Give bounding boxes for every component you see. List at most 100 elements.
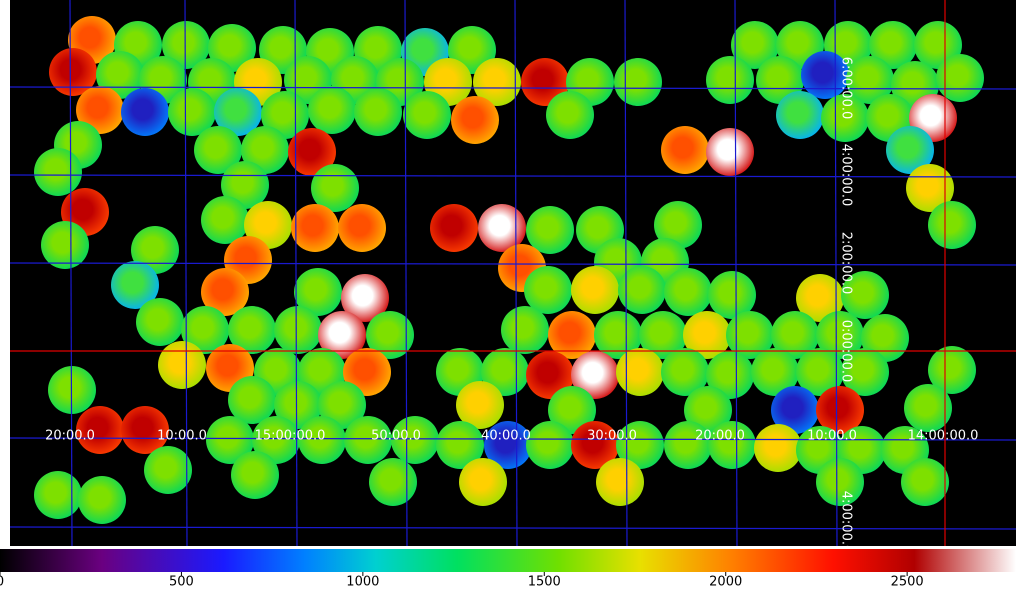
field (391, 416, 439, 464)
field (706, 56, 754, 104)
field (869, 21, 917, 69)
field (181, 306, 229, 354)
colorbar-label: 2500 (891, 575, 924, 590)
field (451, 96, 499, 144)
field (618, 266, 666, 314)
colorbar-label: 500 (169, 575, 194, 590)
field (366, 311, 414, 359)
field (34, 471, 82, 519)
field (168, 88, 216, 136)
field (34, 148, 82, 196)
grid-line (9, 86, 1016, 90)
grid-label: 50:00.0 (371, 429, 421, 444)
field (771, 311, 819, 359)
field (664, 421, 712, 469)
field (131, 226, 179, 274)
field (478, 204, 526, 252)
grid-label: 30:00.0 (587, 429, 637, 444)
field (886, 126, 934, 174)
field (403, 91, 451, 139)
grid-line (9, 526, 1016, 530)
field (501, 306, 549, 354)
field (231, 451, 279, 499)
field (936, 54, 984, 102)
field (228, 306, 276, 354)
colorbar-label: 2000 (709, 575, 742, 590)
grid-line (9, 437, 1016, 441)
field (121, 406, 169, 454)
field (683, 311, 731, 359)
field (144, 446, 192, 494)
field (661, 126, 709, 174)
grid-label: 4:00:00.0 (839, 491, 854, 554)
field (308, 86, 356, 134)
field (136, 298, 184, 346)
field (274, 381, 322, 429)
field (76, 406, 124, 454)
grid-line (69, 0, 73, 547)
coordinate-grid: 20:00.0 10:00.0 15:00:00.0 50:00.0 40:00.0 30… (9, 0, 1016, 554)
grid-label: 15:00:00.0 (255, 429, 326, 444)
grid-label: 20:00.0 (45, 429, 95, 444)
field (459, 458, 507, 506)
field (526, 351, 574, 399)
grid-line (9, 262, 1016, 266)
field (338, 204, 386, 252)
field (318, 381, 366, 429)
field (846, 56, 894, 104)
field (548, 311, 596, 359)
field (821, 94, 869, 142)
field (288, 128, 336, 176)
field (261, 91, 309, 139)
fields (34, 16, 984, 524)
field (456, 381, 504, 429)
grid-line (624, 0, 628, 547)
grid-line (184, 0, 188, 547)
field (771, 386, 819, 434)
grid-label: 10:00.0 (807, 429, 857, 444)
grid-line (294, 0, 298, 547)
grid-label: 4:00:00.0 (839, 144, 854, 207)
field (841, 348, 889, 396)
grid-label: 6:00:00.0 (839, 57, 854, 120)
field (354, 88, 402, 136)
field (521, 58, 569, 106)
field (344, 416, 392, 464)
field (162, 21, 210, 69)
field (754, 424, 802, 472)
field (291, 204, 339, 252)
colorbar-label: 1500 (528, 575, 561, 590)
field (928, 346, 976, 394)
field (78, 476, 126, 524)
field (526, 206, 574, 254)
field (41, 221, 89, 269)
grid-line (404, 0, 408, 547)
field (756, 56, 804, 104)
field (796, 274, 844, 322)
field (776, 91, 824, 139)
field (616, 348, 664, 396)
field (928, 201, 976, 249)
field (726, 311, 774, 359)
field (76, 86, 124, 134)
field (654, 201, 702, 249)
field (901, 458, 949, 506)
colorbar-label: 1000 (346, 575, 379, 590)
field (158, 341, 206, 389)
field (616, 421, 664, 469)
field (436, 421, 484, 469)
colorbar (0, 549, 1016, 572)
field (548, 386, 596, 434)
field (318, 311, 366, 359)
field (244, 201, 292, 249)
grid-label: 20:00.0 (695, 429, 745, 444)
grid-label: 14:00:00.0 (908, 429, 979, 444)
field (484, 421, 532, 469)
field (343, 348, 391, 396)
field (664, 268, 712, 316)
field (430, 204, 478, 252)
field (731, 21, 779, 69)
field (194, 126, 242, 174)
field (228, 376, 276, 424)
